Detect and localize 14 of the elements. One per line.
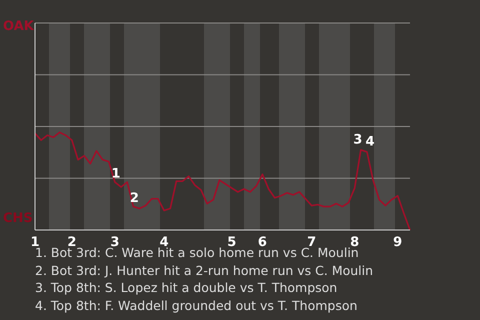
text: 3. Top 8th: S. Lopez hit a double vs T. Thompson bbox=[35, 279, 338, 296]
annotation: 3 bbox=[353, 132, 362, 148]
text: OAK bbox=[3, 19, 34, 34]
text: 4. Top 8th: F. Waddell grounded out vs T. Thompson bbox=[35, 296, 358, 314]
x-tick-label: 9 bbox=[393, 235, 402, 250]
annotation: 4 bbox=[365, 134, 374, 150]
x-tick-label: 6 bbox=[258, 235, 267, 250]
text: CHS bbox=[3, 211, 33, 226]
x-tick-label: 7 bbox=[307, 235, 316, 250]
x-tick-label: 5 bbox=[227, 235, 236, 250]
x-tick-label: 8 bbox=[350, 235, 360, 250]
annotation: 2 bbox=[130, 191, 139, 206]
annotation: 1 bbox=[111, 166, 120, 182]
text: 2. Bot 3rd: J. Hunter hit a 2-run home run vs C. Moulin bbox=[35, 262, 374, 279]
